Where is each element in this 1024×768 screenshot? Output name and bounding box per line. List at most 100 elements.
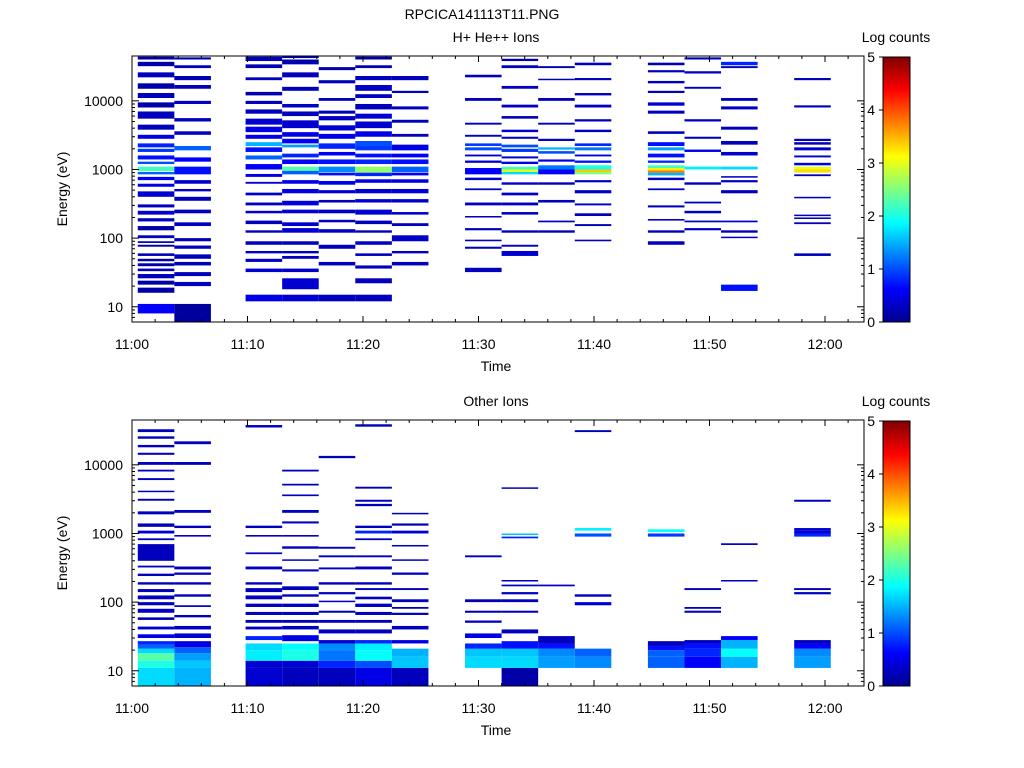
heatmap-cell	[174, 462, 211, 465]
heatmap-cell	[647, 110, 685, 114]
heatmap-cell	[794, 78, 831, 81]
heatmap-cell	[282, 559, 319, 561]
heatmap-cell	[245, 202, 283, 206]
heatmap-cell	[355, 619, 392, 623]
heatmap-cell	[355, 555, 392, 558]
heatmap-cell	[174, 85, 211, 89]
heatmap-cell	[282, 153, 319, 158]
heatmap-cell	[245, 164, 283, 170]
heatmap-cell	[538, 98, 575, 101]
y-tick-label: 10000	[84, 457, 123, 473]
heatmap-cell	[391, 572, 429, 575]
heatmap-cell	[245, 268, 283, 273]
heatmap-cell	[174, 131, 211, 135]
heatmap-cell	[391, 179, 429, 183]
heatmap-cell	[174, 222, 211, 227]
heatmap-cell	[647, 168, 685, 171]
heatmap-cell	[174, 65, 211, 69]
heatmap-cell	[355, 113, 392, 119]
heatmap-cell	[282, 86, 319, 91]
heatmap-cell	[721, 166, 758, 170]
heatmap-cell	[794, 214, 831, 217]
heatmap-cell	[465, 648, 502, 657]
heatmap-cell	[318, 199, 356, 203]
heatmap-cell	[355, 241, 392, 245]
colorbar-tick-label: 5	[867, 413, 875, 429]
heatmap-cell	[501, 65, 539, 69]
heatmap-cell	[318, 640, 356, 644]
heatmap-cell	[501, 648, 539, 657]
heatmap-cell	[647, 172, 685, 176]
heatmap-cell	[137, 511, 175, 515]
heatmap-cell	[355, 629, 392, 634]
heatmap-cell	[721, 543, 758, 545]
heatmap-cell	[137, 61, 175, 67]
heatmap-cell	[318, 67, 356, 71]
heatmap-cell	[391, 106, 429, 110]
heatmap-cell	[538, 165, 575, 170]
heatmap-cell	[245, 650, 283, 661]
heatmap-cell	[647, 529, 685, 533]
x-axis-label: Time	[481, 358, 512, 374]
heatmap-cell	[318, 172, 356, 176]
heatmap-cell	[137, 608, 175, 613]
heatmap-cell	[137, 498, 175, 501]
heatmap-cell	[574, 430, 612, 433]
heatmap-cell	[501, 533, 539, 536]
heatmap-cell	[318, 80, 356, 84]
heatmap-cell	[245, 643, 283, 651]
heatmap-cell	[647, 165, 685, 169]
heatmap-cell	[391, 656, 429, 668]
heatmap-cell	[137, 241, 175, 243]
heatmap-cell	[684, 71, 722, 74]
heatmap-cell	[282, 521, 319, 524]
heatmap-cell	[174, 188, 211, 192]
heatmap-cell	[245, 294, 283, 302]
x-tick-label: 11:40	[577, 336, 611, 352]
heatmap-cell	[465, 143, 502, 146]
heatmap-cell	[137, 436, 175, 439]
heatmap-cell	[391, 648, 429, 657]
heatmap-cell	[318, 159, 356, 165]
heatmap-cell	[174, 633, 211, 639]
heatmap-cell	[538, 648, 575, 657]
heatmap-cell	[282, 200, 319, 206]
heatmap-cell	[137, 183, 175, 187]
colorbar: 0 1 2 3 4 5	[867, 413, 911, 694]
heatmap-cell	[137, 469, 175, 472]
heatmap-cell	[355, 538, 392, 541]
heatmap-cell	[501, 192, 539, 196]
heatmap-cell	[245, 210, 283, 214]
heatmap-cell	[245, 636, 283, 641]
heatmap-cell	[538, 159, 575, 162]
heatmap-cell	[355, 499, 392, 502]
heatmap-cell	[282, 594, 319, 597]
heatmap-cell	[391, 625, 429, 630]
heatmap-cell	[282, 619, 319, 623]
heatmap-cell	[574, 62, 612, 66]
heatmap-cell	[721, 176, 758, 178]
heatmap-cell	[355, 188, 392, 194]
heatmap-cell	[174, 261, 211, 266]
heatmap-cell	[174, 625, 211, 630]
heatmap-cell	[391, 544, 429, 547]
y-axis-label: Energy (eV)	[54, 152, 70, 227]
heatmap-cell	[684, 210, 722, 214]
heatmap-cell	[721, 230, 758, 233]
y-tick-label: 100	[100, 230, 124, 246]
heatmap-cell	[391, 261, 429, 266]
heatmap-cell	[355, 596, 392, 600]
heatmap-cell	[137, 191, 175, 197]
heatmap-cell	[245, 425, 283, 428]
plot-frame	[131, 55, 865, 323]
heatmap-cell	[574, 190, 612, 194]
heatmap-cell	[282, 159, 319, 165]
heatmap-cell	[391, 159, 429, 165]
heatmap-cell	[137, 573, 175, 577]
heatmap-cell	[465, 147, 502, 151]
heatmap-cell	[355, 209, 392, 215]
heatmap-cell	[574, 656, 612, 668]
heatmap-cell	[355, 141, 392, 146]
heatmap-cell	[574, 648, 612, 657]
heatmap-cell	[574, 78, 612, 81]
